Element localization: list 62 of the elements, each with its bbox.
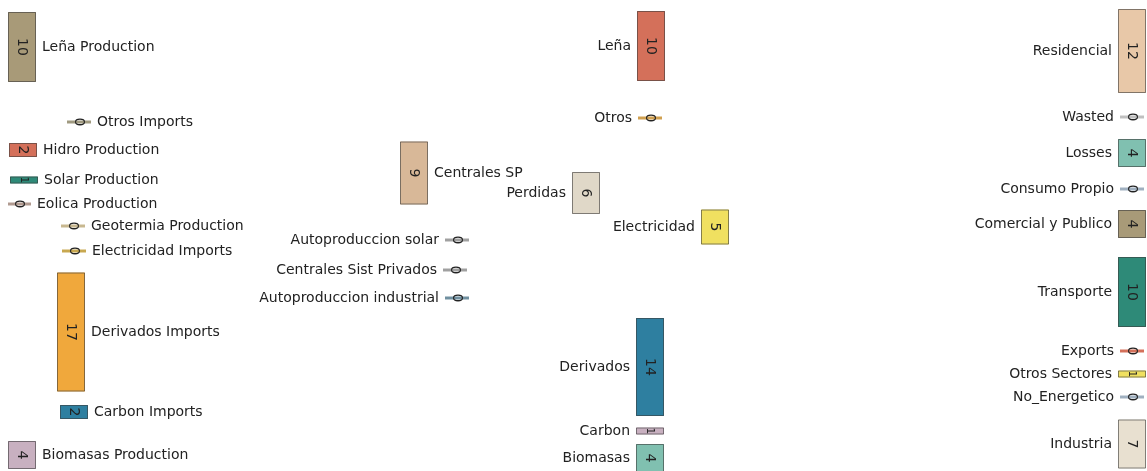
data-label: 4 <box>1125 219 1142 229</box>
category-label: Exports <box>1060 341 1114 358</box>
category-label: Leña <box>597 36 631 53</box>
data-label: 1 <box>1127 370 1139 378</box>
category-label: Biomasas Production <box>42 445 189 462</box>
data-label: 1 <box>645 427 657 435</box>
category-label: Electricidad Imports <box>92 241 233 258</box>
category-label: Otros <box>594 108 632 125</box>
data-label: 0 <box>67 246 84 256</box>
data-label: 9 <box>407 168 424 178</box>
data-label: 0 <box>1125 346 1142 356</box>
data-label: 14 <box>643 358 660 376</box>
data-label: 0 <box>12 199 29 209</box>
category-label: Otros Sectores <box>1009 364 1112 381</box>
category-label: Otros Imports <box>97 112 194 129</box>
category-label: Solar Production <box>44 170 159 187</box>
data-label: 2 <box>67 407 84 417</box>
category-label: Carbon Imports <box>94 402 203 419</box>
category-label: Industria <box>1050 434 1112 451</box>
data-label: 0 <box>1125 184 1142 194</box>
category-label: Losses <box>1065 143 1112 160</box>
data-label: 4 <box>643 453 660 463</box>
data-label: 2 <box>16 145 33 155</box>
category-label: Derivados <box>559 357 630 374</box>
category-label: Consumo Propio <box>1000 179 1114 196</box>
data-label: 17 <box>64 323 81 341</box>
data-label: 4 <box>15 450 32 460</box>
data-label: 5 <box>708 222 725 232</box>
data-label: 0 <box>450 293 467 303</box>
data-label: 7 <box>1125 439 1142 449</box>
category-label: Residencial <box>1032 41 1112 58</box>
category-label: Electricidad <box>612 217 695 234</box>
data-label: 0 <box>72 117 89 127</box>
category-label: Biomasas <box>562 448 630 465</box>
category-label: Hidro Production <box>43 140 160 157</box>
category-label: Wasted <box>1062 107 1114 124</box>
category-label: Derivados Imports <box>91 322 220 339</box>
data-label: 0 <box>66 221 83 231</box>
data-label: 12 <box>1125 42 1142 60</box>
category-label: Leña Production <box>42 37 155 54</box>
category-label: Eolica Production <box>37 194 158 211</box>
data-label: 0 <box>1125 112 1142 122</box>
data-label: 6 <box>579 188 596 198</box>
data-label: 0 <box>450 235 467 245</box>
category-label: Centrales SP <box>434 163 523 180</box>
data-label: 1 <box>19 176 31 184</box>
category-label: Perdidas <box>506 183 566 200</box>
category-label: Autoproduccion solar <box>290 230 440 247</box>
data-label: 10 <box>644 37 661 55</box>
data-label: 10 <box>15 38 32 56</box>
data-label: 10 <box>1125 283 1142 301</box>
data-label: 0 <box>1125 392 1142 402</box>
category-label: Centrales Sist Privados <box>276 260 437 277</box>
data-label: 0 <box>643 113 660 123</box>
data-label: 4 <box>1125 148 1142 158</box>
category-label: Comercial y Publico <box>974 214 1112 231</box>
category-label: Autoproduccion industrial <box>259 288 439 305</box>
category-label: Geotermia Production <box>91 216 244 233</box>
category-label: No_Energetico <box>1012 387 1114 404</box>
data-label: 0 <box>448 265 465 275</box>
category-label: Carbon <box>579 421 630 438</box>
category-label: Transporte <box>1036 282 1112 299</box>
